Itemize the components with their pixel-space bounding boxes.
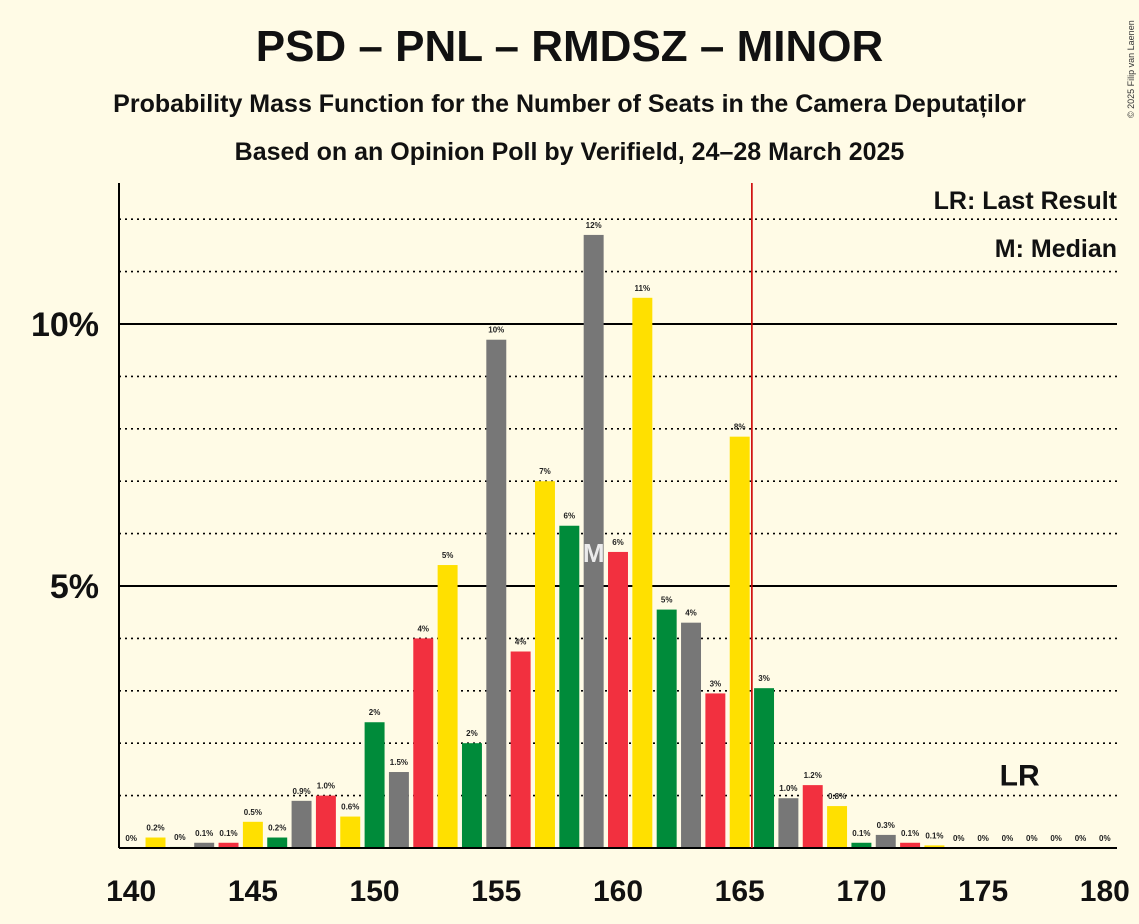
- bar-label-149: 0.6%: [341, 803, 359, 812]
- bar-label-157: 7%: [539, 467, 551, 476]
- bar-label-150: 2%: [369, 708, 381, 717]
- bar-label-176: 0%: [1002, 834, 1014, 843]
- bar-label-167: 1.0%: [779, 784, 797, 793]
- bar-label-170: 0.1%: [852, 829, 870, 838]
- bar-label-173: 0.1%: [925, 831, 943, 840]
- bar-label-158: 6%: [564, 512, 576, 521]
- bar-label-144: 0.1%: [219, 829, 237, 838]
- bar-label-169: 0.8%: [828, 792, 846, 801]
- bar-148: [315, 795, 336, 848]
- bar-label-163: 4%: [685, 609, 697, 618]
- y-tick-label-5: 5%: [50, 568, 99, 606]
- bar-label-172: 0.1%: [901, 829, 919, 838]
- chart-title: PSD – PNL – RMDSZ – MINOR: [255, 22, 884, 71]
- tick-labels: 140 145 150 155 160 165 170 175 180 5% 10%: [31, 306, 1130, 908]
- x-tick-label-175: 175: [958, 875, 1008, 908]
- chart-subtitle-poll: Based on an Opinion Poll by Verifield, 2…: [234, 138, 905, 166]
- bar-164: [705, 693, 726, 848]
- bar-label-152: 4%: [417, 624, 429, 633]
- x-tick-label-155: 155: [471, 875, 521, 908]
- bar-label-174: 0%: [953, 834, 965, 843]
- bar-158: [559, 525, 580, 848]
- x-tick-label-160: 160: [593, 875, 643, 908]
- bar-141: [145, 837, 166, 848]
- bar-161: [632, 297, 653, 848]
- bar-label-175: 0%: [977, 834, 989, 843]
- bar-label-142: 0%: [174, 833, 186, 842]
- last-result-marker-label: LR: [1000, 760, 1040, 793]
- bar-label-177: 0%: [1026, 834, 1038, 843]
- median-marker-label: M: [583, 538, 605, 568]
- bar-label-168: 1.2%: [804, 771, 822, 780]
- x-tick-label-150: 150: [350, 875, 400, 908]
- bar-labels: 0% 0.2% 0% 0.1% 0.1% 0.5% 0.2% 0.9% 1.0% 0.6% 2% 1.…: [125, 221, 1110, 843]
- copyright-text: © 2025 Filip van Laenen: [1126, 20, 1136, 118]
- bar-label-156: 4%: [515, 638, 527, 647]
- bar-156: [510, 651, 531, 848]
- bar-label-148: 1.0%: [317, 782, 335, 791]
- bar-label-140: 0%: [125, 834, 137, 843]
- x-tick-label-140: 140: [106, 875, 156, 908]
- bar-label-153: 5%: [442, 551, 454, 560]
- bar-160: [608, 551, 628, 848]
- axes: [118, 183, 1117, 849]
- bar-171: [875, 834, 896, 848]
- bar-label-146: 0.2%: [268, 824, 286, 833]
- bar-label-145: 0.5%: [244, 808, 262, 817]
- bar-151: [388, 772, 409, 848]
- bar-label-147: 0.9%: [292, 787, 310, 796]
- bar-154: [461, 743, 482, 848]
- copyright-note: © 2025 Filip van Laenen: [1126, 20, 1136, 118]
- bar-157: [534, 481, 555, 848]
- bar-label-165: 8%: [734, 423, 746, 432]
- bar-label-180: 0%: [1099, 834, 1111, 843]
- bar-label-166: 3%: [758, 674, 770, 683]
- bar-150: [364, 722, 385, 848]
- legend-last-result: LR: Last Result: [934, 187, 1118, 215]
- bar-label-162: 5%: [661, 596, 673, 605]
- bars: [145, 234, 945, 849]
- bar-149: [340, 816, 361, 848]
- x-tick-label-180: 180: [1080, 875, 1130, 908]
- x-tick-label-165: 165: [715, 875, 765, 908]
- x-tick-label-145: 145: [228, 875, 278, 908]
- chart-subtitle: Probability Mass Function for the Number…: [113, 90, 1026, 118]
- bar-144: [218, 842, 239, 848]
- bar-172: [900, 842, 921, 848]
- bar-label-151: 1.5%: [390, 758, 408, 767]
- bar-153: [437, 565, 458, 848]
- bar-label-171: 0.3%: [877, 821, 895, 830]
- legend-median: M: Median: [995, 235, 1117, 263]
- bar-label-178: 0%: [1050, 834, 1062, 843]
- bar-label-154: 2%: [466, 729, 478, 738]
- bar-143: [194, 842, 215, 848]
- x-tick-label-170: 170: [836, 875, 886, 908]
- bar-label-155: 10%: [488, 326, 504, 335]
- bar-168: [802, 785, 823, 848]
- bar-155: [486, 339, 507, 848]
- y-tick-label-10: 10%: [31, 306, 99, 344]
- bar-170: [851, 842, 872, 848]
- bar-label-159: 12%: [586, 221, 602, 230]
- bar-147: [291, 800, 312, 848]
- bar-146: [267, 837, 288, 848]
- bar-label-179: 0%: [1075, 834, 1087, 843]
- bar-label-141: 0.2%: [146, 824, 164, 833]
- bar-166: [754, 688, 775, 848]
- bar-159: [583, 234, 604, 849]
- bar-label-164: 3%: [710, 679, 722, 688]
- bar-162: [656, 609, 677, 848]
- bar-152: [413, 638, 434, 848]
- bar-label-160: 6%: [612, 538, 624, 547]
- bar-163: [681, 622, 702, 848]
- bar-173: [924, 845, 945, 848]
- bar-145: [242, 821, 263, 848]
- bar-label-161: 11%: [635, 284, 651, 293]
- bar-167: [778, 798, 799, 848]
- bar-label-143: 0.1%: [195, 829, 213, 838]
- bar-169: [827, 806, 848, 848]
- bar-165: [729, 436, 750, 848]
